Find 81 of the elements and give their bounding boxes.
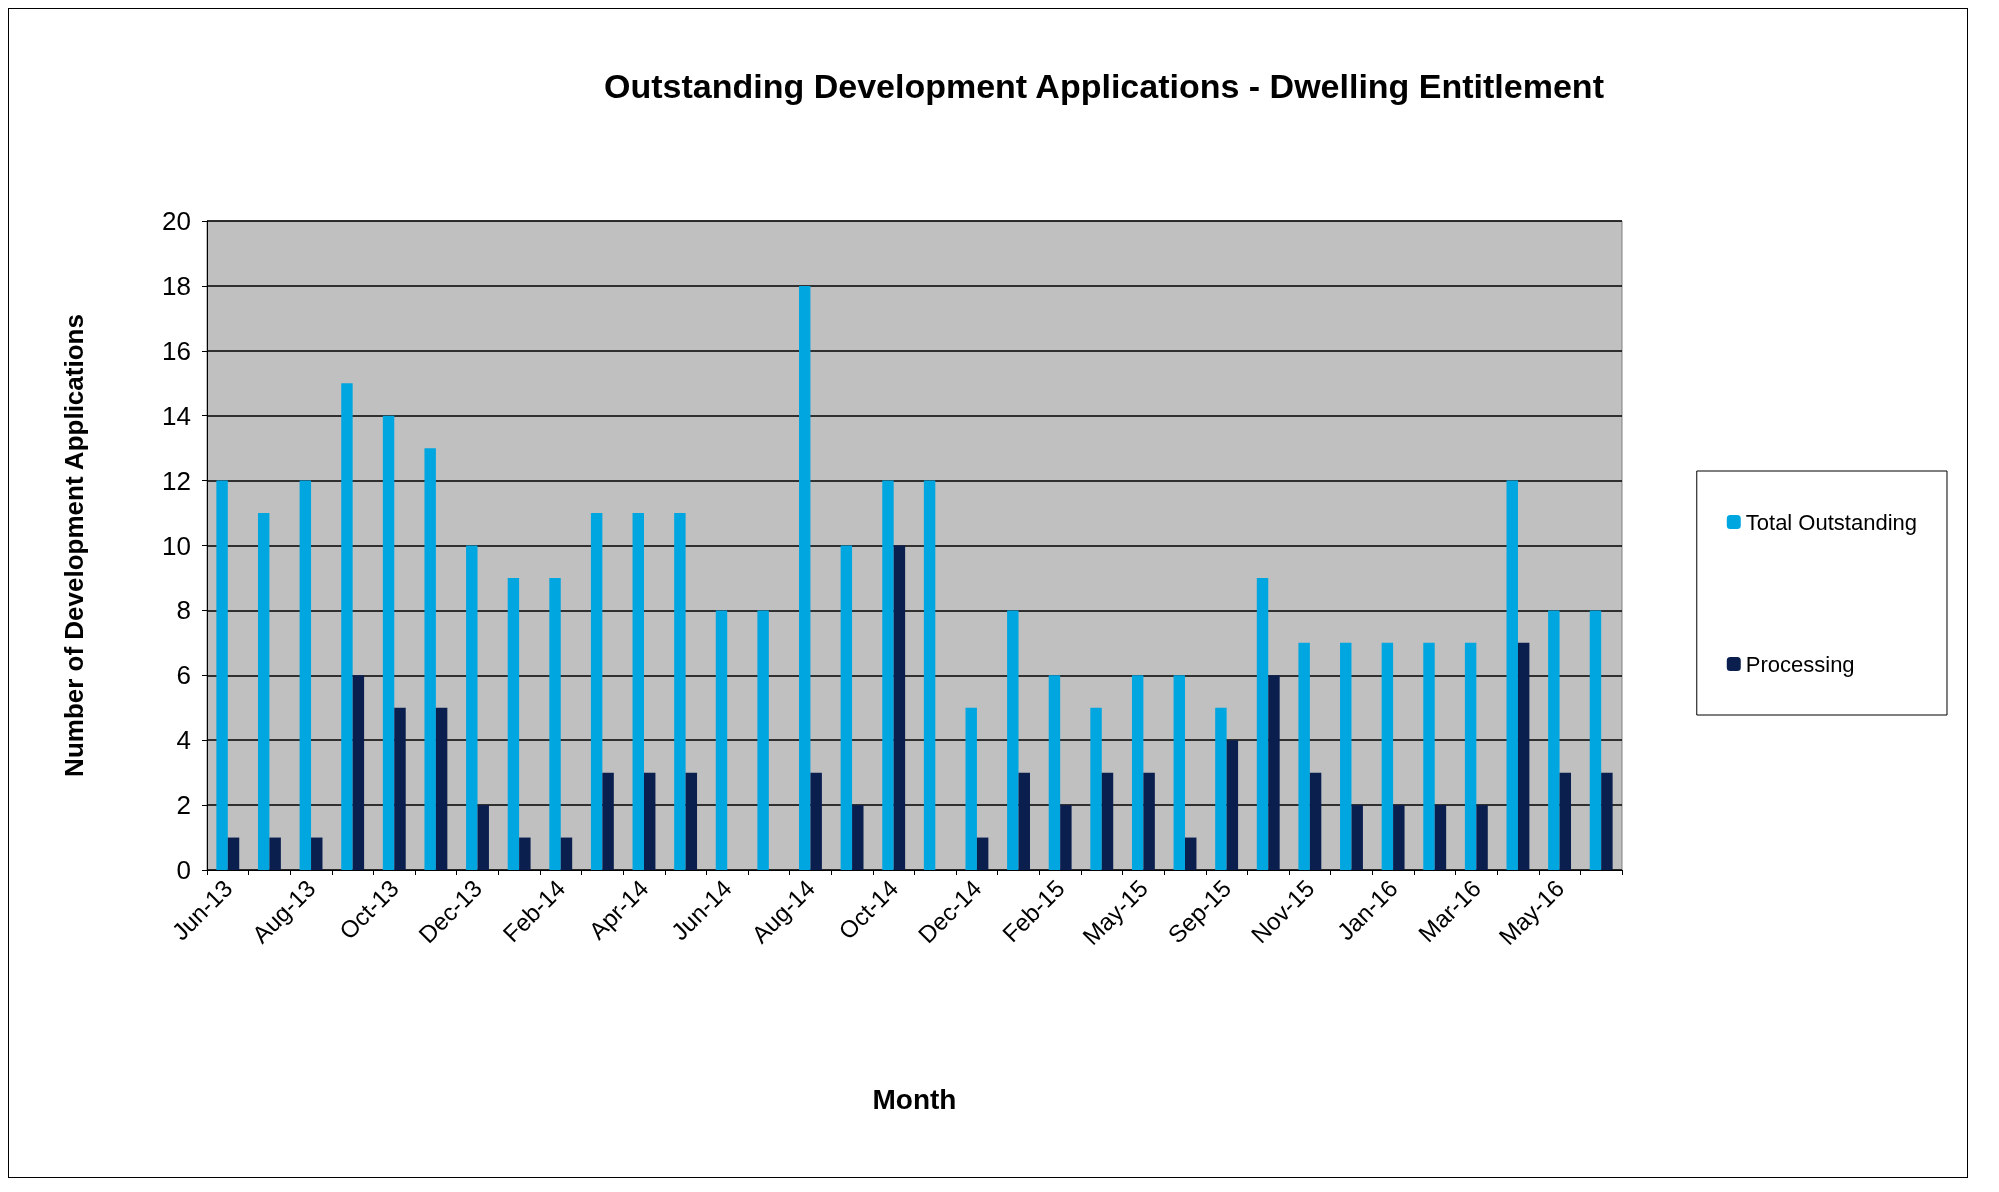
y-tick-label: 20 (162, 206, 191, 236)
bar (560, 837, 573, 870)
bar (1517, 642, 1530, 870)
bar (1548, 610, 1560, 870)
bar (1048, 675, 1061, 870)
x-axis-title: Month (872, 1083, 957, 1115)
chart-title: Outstanding Development Applications - Dwelling Entitlement (604, 67, 1604, 105)
bar (799, 285, 811, 870)
bar (1226, 740, 1239, 870)
bar (674, 513, 686, 870)
y-tick-label: 18 (162, 270, 191, 301)
bar (893, 545, 906, 870)
bar (1298, 642, 1310, 870)
bar (643, 772, 656, 870)
bar (227, 837, 240, 870)
y-axis-title: Number of Development Applications (59, 314, 89, 777)
bar (1464, 642, 1477, 870)
y-tick-label: 6 (176, 660, 191, 691)
bar (852, 805, 864, 870)
bar (549, 577, 561, 870)
y-tick-label: 14 (162, 400, 191, 431)
bar (882, 480, 894, 870)
bar (1215, 707, 1227, 870)
bar (685, 772, 698, 870)
bar (257, 513, 270, 870)
bar (1393, 805, 1405, 870)
bar (466, 545, 478, 870)
y-tick-label: 16 (162, 335, 191, 366)
bar (590, 513, 603, 870)
bar (1351, 805, 1363, 870)
bar (216, 480, 228, 870)
bar (269, 837, 281, 870)
bar (477, 805, 489, 870)
bar (632, 513, 644, 870)
bar (1256, 577, 1269, 870)
bar (311, 837, 323, 870)
bar (1007, 610, 1019, 870)
bar (299, 480, 312, 870)
legend-label: Processing (1745, 651, 1855, 677)
bar (1559, 772, 1572, 870)
bar (1268, 675, 1280, 870)
legend-label: Total Outstanding (1745, 509, 1918, 535)
bar (1173, 675, 1186, 870)
bar (507, 577, 520, 870)
bar (1381, 642, 1394, 870)
bar (519, 837, 531, 870)
bar (1060, 805, 1072, 870)
y-tick-label: 0 (176, 855, 191, 885)
bar (352, 675, 365, 870)
bar (602, 772, 614, 870)
bar (424, 448, 436, 870)
bar (1589, 610, 1602, 870)
bar (1131, 675, 1144, 870)
bar (757, 610, 769, 870)
y-tick-label: 12 (162, 465, 191, 496)
bar (435, 707, 448, 870)
bar (1018, 772, 1030, 870)
bar (1601, 772, 1613, 870)
bar (1185, 837, 1197, 870)
bar (715, 610, 728, 870)
bar (394, 707, 406, 870)
bar (1309, 772, 1322, 870)
bar (840, 545, 853, 870)
bar (923, 480, 936, 870)
y-tick-label: 8 (176, 595, 191, 626)
bar (1101, 772, 1114, 870)
bar (1434, 805, 1447, 870)
bar (976, 837, 989, 870)
bar (382, 415, 395, 870)
y-tick-label: 4 (176, 725, 191, 756)
bar (965, 707, 977, 870)
y-tick-label: 2 (176, 790, 191, 821)
bar (341, 383, 353, 870)
y-tick-label: 10 (162, 530, 191, 561)
bar (1090, 707, 1102, 870)
bar (1340, 642, 1352, 870)
bar (1476, 805, 1488, 870)
bar (1423, 642, 1435, 870)
bar (1506, 480, 1518, 870)
bar (1143, 772, 1155, 870)
bar (810, 772, 822, 870)
